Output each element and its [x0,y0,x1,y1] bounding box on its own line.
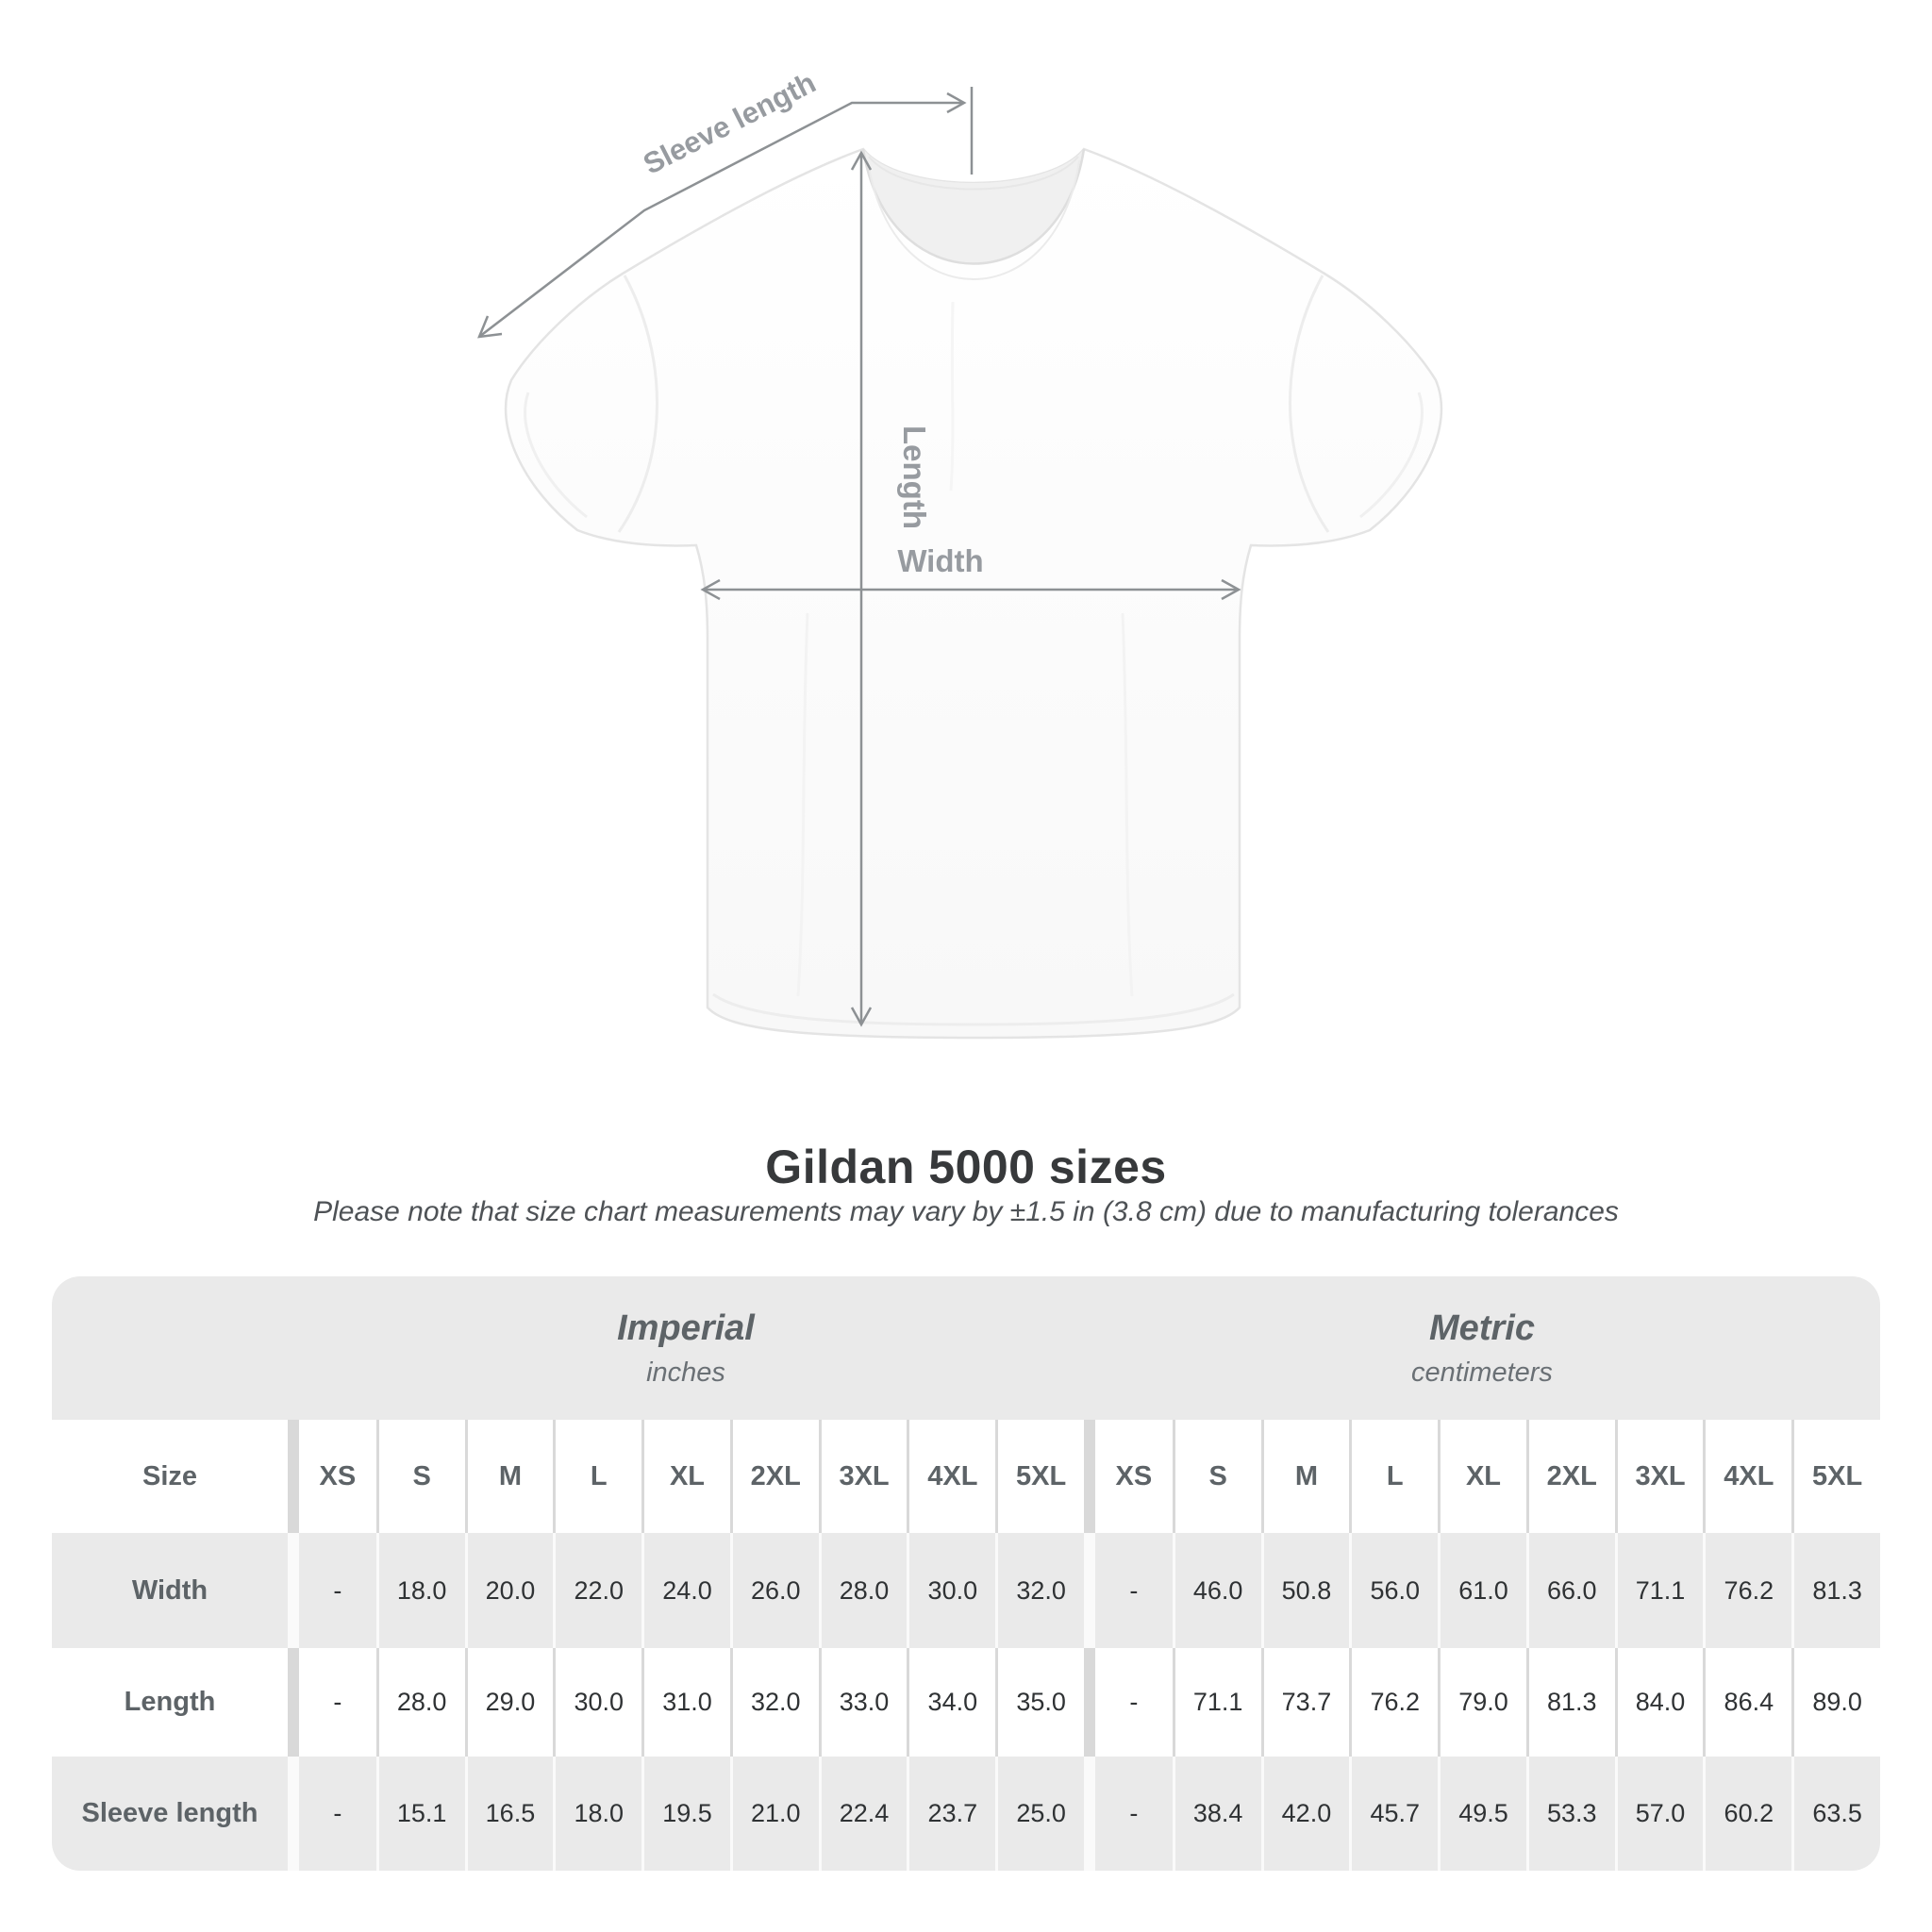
table-cell: 19.5 [641,1757,730,1871]
table-cell: 38.4 [1172,1757,1261,1871]
imperial-group-header: Imperial inches [288,1276,1084,1420]
table-cell: 81.3 [1791,1533,1880,1648]
size-column-header: M [464,1420,554,1533]
size-column-header: S [375,1420,465,1533]
table-cell: 45.7 [1349,1757,1439,1871]
size-column-header: 2XL [729,1420,819,1533]
table-cell: 71.1 [1614,1533,1704,1648]
table-cell: 29.0 [464,1648,554,1757]
table-cell: 21.0 [729,1757,819,1871]
table-cell: 22.4 [818,1757,908,1871]
table-cell: 46.0 [1172,1533,1261,1648]
table-cell: 16.5 [464,1757,554,1871]
table-cell: 32.0 [729,1648,819,1757]
size-column-header: 5XL [995,1420,1084,1533]
size-column-header: XS [288,1420,376,1533]
table-cell: 56.0 [1349,1533,1439,1648]
size-column-header: XL [641,1420,730,1533]
table-cell: 61.0 [1438,1533,1526,1648]
size-column-header: M [1260,1420,1350,1533]
sleeve-length-arrow [477,87,974,339]
band-spacer [52,1276,288,1420]
table-cell: 76.2 [1703,1533,1792,1648]
size-column-header: S [1172,1420,1261,1533]
size-column-header: L [553,1420,642,1533]
metric-group-header: Metric centimeters [1084,1276,1880,1420]
tshirt-size-diagram: Sleeve length Length Width [477,66,1443,1040]
table-cell: 60.2 [1703,1757,1792,1871]
length-label: Length [897,425,932,529]
size-column-header: XS [1084,1420,1173,1533]
table-cell: 25.0 [995,1757,1084,1871]
width-label: Width [897,543,983,578]
table-cell: 53.3 [1525,1757,1615,1871]
table-cell: 50.8 [1260,1533,1350,1648]
table-cell: 81.3 [1525,1648,1615,1757]
page-title: Gildan 5000 sizes [765,1141,1167,1193]
size-column-header: 5XL [1791,1420,1880,1533]
table-cell: 73.7 [1260,1648,1350,1757]
size-column-header: 4XL [907,1420,996,1533]
tolerance-note: Please note that size chart measurements… [313,1196,1619,1227]
imperial-label: Imperial [617,1307,755,1348]
table-cell: 28.0 [818,1533,908,1648]
table-cell: 33.0 [818,1648,908,1757]
table-cell: 79.0 [1438,1648,1526,1757]
table-cell: 28.0 [375,1648,465,1757]
row-label: Length [52,1648,288,1757]
table-cell: 30.0 [553,1648,642,1757]
table-cell: 26.0 [729,1533,819,1648]
row-label: Width [52,1533,288,1648]
table-cell: 24.0 [641,1533,730,1648]
metric-label: Metric [1429,1307,1535,1348]
size-column-header: 3XL [1614,1420,1704,1533]
width-arrow [700,578,1241,601]
table-cell: 31.0 [641,1648,730,1757]
table-cell: 42.0 [1260,1757,1350,1871]
imperial-unit: inches [646,1357,725,1388]
table-cell: 84.0 [1614,1648,1704,1757]
table-cell: - [288,1648,376,1757]
table-cell: - [1084,1533,1173,1648]
collar-opening [863,149,1084,264]
table-cell: 86.4 [1703,1648,1792,1757]
table-cell: 23.7 [907,1757,996,1871]
table-cell: 35.0 [995,1648,1084,1757]
size-column-header: 2XL [1525,1420,1615,1533]
table-cell: 32.0 [995,1533,1084,1648]
table-cell: 18.0 [553,1757,642,1871]
table-cell: 76.2 [1349,1648,1439,1757]
table-cell: 71.1 [1172,1648,1261,1757]
sleeve-length-label: Sleeve length [638,66,821,181]
size-header: Size [52,1420,288,1533]
table-cell: 15.1 [375,1757,465,1871]
table-cell: 57.0 [1614,1757,1704,1871]
table-cell: - [288,1533,376,1648]
metric-unit: centimeters [1411,1357,1553,1388]
table-cell: 18.0 [375,1533,465,1648]
table-cell: - [1084,1757,1173,1871]
table-cell: - [1084,1648,1173,1757]
table-cell: - [288,1757,376,1871]
table-cell: 89.0 [1791,1648,1880,1757]
table-cell: 34.0 [907,1648,996,1757]
size-table: Imperial inches Metric centimeters Size … [52,1276,1880,1871]
size-column-header: XL [1438,1420,1526,1533]
table-cell: 20.0 [464,1533,554,1648]
size-column-header: 3XL [818,1420,908,1533]
tshirt-image [504,147,1443,1040]
table-cell: 66.0 [1525,1533,1615,1648]
size-column-header: L [1349,1420,1439,1533]
table-cell: 22.0 [553,1533,642,1648]
row-label: Sleeve length [52,1757,288,1871]
size-column-header: 4XL [1703,1420,1792,1533]
table-cell: 63.5 [1791,1757,1880,1871]
table-cell: 30.0 [907,1533,996,1648]
table-cell: 49.5 [1438,1757,1526,1871]
